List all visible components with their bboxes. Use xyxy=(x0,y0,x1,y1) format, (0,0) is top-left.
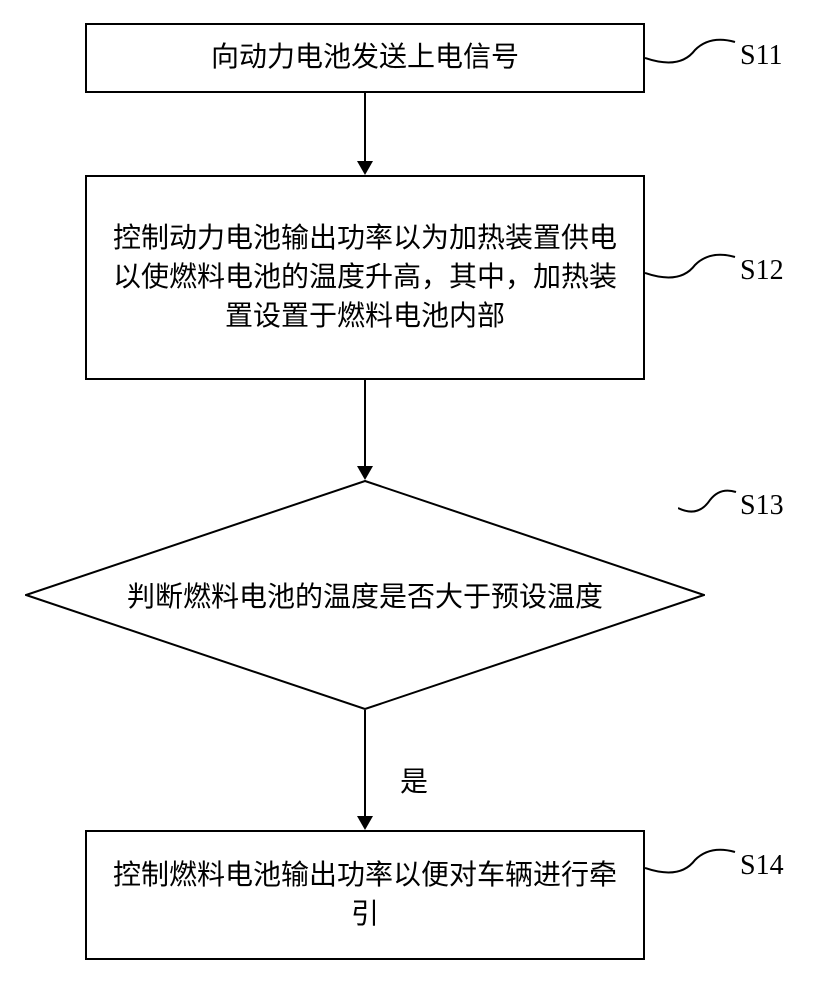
edge-s13-s14-label: 是 xyxy=(400,760,428,800)
step-s11-text: 向动力电池发送上电信号 xyxy=(211,38,519,77)
step-s13-diamond: 判断燃料电池的温度是否大于预设温度 xyxy=(25,480,705,710)
step-s11-box: 向动力电池发送上电信号 xyxy=(85,23,645,93)
step-s13-label: S13 xyxy=(740,490,784,522)
step-s12-label: S12 xyxy=(740,255,784,287)
step-s12-text: 控制动力电池输出功率以为加热装置供电以使燃料电池的温度升高，其中，加热装置设置于… xyxy=(107,219,623,337)
callout-s14 xyxy=(645,845,740,880)
step-s14-text: 控制燃料电池输出功率以便对车辆进行牵引 xyxy=(107,856,623,934)
step-s14-label: S14 xyxy=(740,850,784,882)
arrow-s11-s12-head xyxy=(357,161,373,175)
arrow-s12-s13 xyxy=(364,380,366,466)
callout-s13 xyxy=(678,485,740,520)
step-s11-label: S11 xyxy=(740,40,783,72)
step-s12-box: 控制动力电池输出功率以为加热装置供电以使燃料电池的温度升高，其中，加热装置设置于… xyxy=(85,175,645,380)
step-s14-box: 控制燃料电池输出功率以便对车辆进行牵引 xyxy=(85,830,645,960)
arrow-s11-s12 xyxy=(364,93,366,161)
step-s13-text: 判断燃料电池的温度是否大于预设温度 xyxy=(25,575,705,615)
callout-s11 xyxy=(645,35,740,70)
arrow-s12-s13-head xyxy=(357,466,373,480)
arrow-s13-s14 xyxy=(364,710,366,816)
arrow-s13-s14-head xyxy=(357,816,373,830)
callout-s12 xyxy=(645,250,740,285)
